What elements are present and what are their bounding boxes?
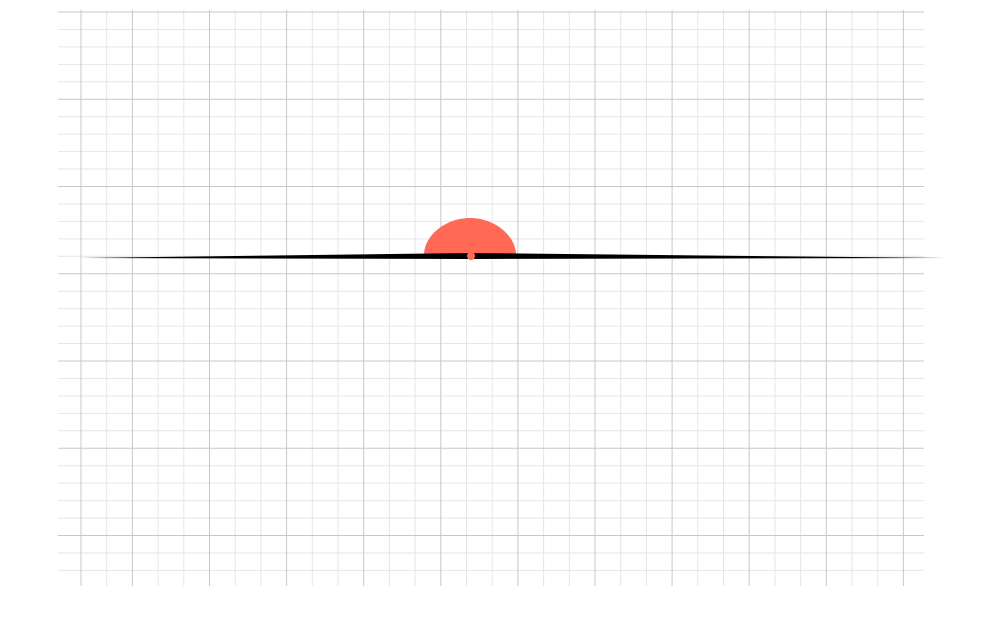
major-grid (58, 10, 924, 586)
center-dot (467, 252, 475, 260)
dome-shape (424, 218, 516, 255)
baseline-bar (80, 253, 946, 259)
minor-grid (58, 10, 924, 586)
